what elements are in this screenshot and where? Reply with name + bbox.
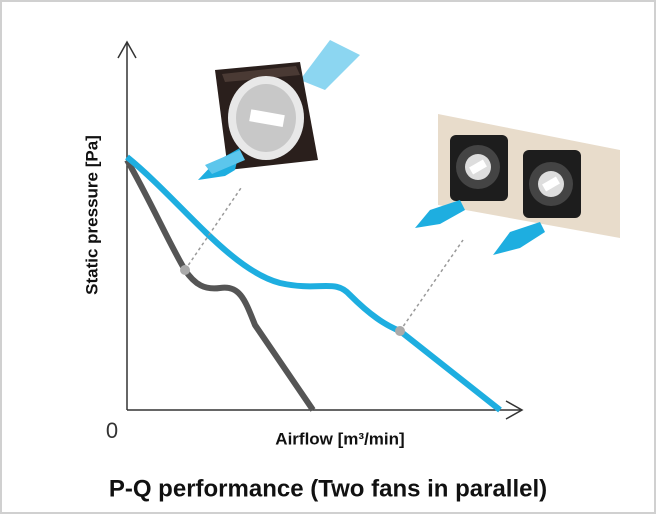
y-axis-label: Static pressure [Pa] (82, 135, 101, 295)
diagram: Static pressure [Pa] 0 Airflow [m³/min] … (0, 0, 656, 514)
pointer-dot (395, 326, 405, 336)
x-axis-label: Airflow [m³/min] (275, 429, 404, 448)
origin-label: 0 (106, 418, 118, 443)
caption: P-Q performance (Two fans in parallel) (109, 475, 547, 502)
pointer-dot (180, 265, 190, 275)
